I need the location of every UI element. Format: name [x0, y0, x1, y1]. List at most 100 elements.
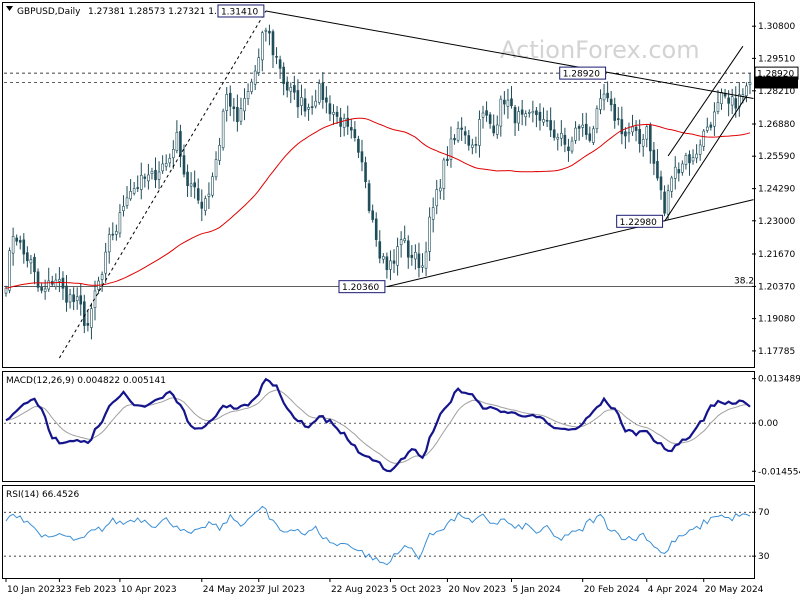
date-axis-tick-label: 10 Jan 2023: [7, 585, 61, 595]
candle-body: [414, 252, 417, 260]
macd-signal-line: [5, 389, 751, 464]
candle-body: [410, 254, 414, 258]
candle-body: [463, 131, 467, 136]
candle-body: [47, 280, 51, 290]
date-axis-tick-label: 5 Jan 2024: [512, 585, 560, 595]
candle-body: [431, 207, 435, 220]
candle-body: [478, 119, 481, 146]
candle-body: [232, 106, 236, 109]
macd-axis-tick-label: -0.014554: [758, 467, 800, 477]
candle-body: [663, 191, 666, 214]
extreme-label-box: [559, 66, 607, 80]
candle-body: [698, 144, 702, 155]
macd-axis-tick-label: 0.013489: [758, 375, 800, 385]
symbol-label: GBPUSD,Daily: [17, 7, 81, 17]
candle-body: [147, 174, 150, 182]
candle-body: [385, 256, 389, 271]
candle-body: [510, 98, 513, 107]
candle-body: [403, 238, 406, 242]
candle-body: [296, 90, 300, 108]
candle-body: [577, 126, 581, 129]
price-axis-tick-label: 1.24290: [758, 185, 795, 195]
trendline: [667, 45, 744, 157]
candle-body: [549, 120, 552, 131]
candle-body: [627, 132, 631, 135]
candle-body: [143, 176, 147, 179]
candle-body: [118, 212, 122, 234]
candle-body: [424, 251, 428, 269]
candle-body: [257, 57, 261, 73]
rsi-line: [5, 505, 751, 566]
candle-body: [200, 201, 204, 209]
watermark-text: ActionForex.com: [500, 36, 700, 64]
candle-body: [681, 163, 684, 173]
candle-body: [65, 285, 68, 303]
candle-body: [688, 154, 691, 164]
candle-body: [666, 190, 670, 215]
candle-body: [26, 252, 29, 262]
candle-body: [442, 159, 446, 189]
candle-body: [36, 271, 40, 288]
candle-body: [421, 265, 424, 268]
candle-body: [506, 99, 510, 107]
trendline: [265, 10, 754, 100]
date-axis-tick-label: 5 Oct 2023: [391, 585, 441, 595]
price-header: GBPUSD,Daily 1.27381 1.28573 1.27321 1.2…: [6, 6, 245, 17]
extreme-label-box: [616, 214, 664, 228]
candle-body: [211, 176, 214, 196]
fib-level-label: 38.2: [734, 277, 754, 287]
candle-body: [606, 92, 609, 99]
candle-body: [40, 286, 43, 291]
macd-layer: MACD(12,26,9) 0.004822 0.005141 0.013489…: [4, 375, 800, 477]
macd-title: MACD(12,26,9) 0.004822 0.005141: [6, 376, 166, 386]
candle-body: [399, 239, 403, 246]
candle-body: [186, 171, 189, 187]
candle-body: [289, 86, 293, 92]
candle-body: [321, 82, 325, 100]
candle-body: [204, 198, 207, 211]
candle-body: [332, 111, 335, 115]
date-axis-tick-label: 22 Aug 2023: [331, 585, 389, 595]
candle-body: [734, 98, 738, 109]
candle-body: [239, 108, 243, 122]
candle-body: [335, 111, 339, 117]
candle-body: [634, 126, 638, 131]
candle-body: [567, 146, 570, 151]
price-axis: 1.30800 1.29510 1.28210 1.26880 1.25590 1.242…: [752, 22, 799, 357]
price-axis-tick-label: 1.21670: [758, 250, 795, 260]
candle-body: [592, 128, 595, 143]
candle-body: [595, 108, 599, 130]
candle-body: [246, 91, 250, 100]
candle-body: [346, 117, 350, 127]
candle-body: [221, 110, 225, 148]
candle-body: [214, 159, 218, 178]
price-axis-tick-label: 1.29510: [758, 54, 795, 64]
price-axis-tick-label: 1.23000: [758, 217, 795, 227]
candle-body: [83, 301, 86, 326]
price-axis-tick-label: 1.28210: [758, 87, 795, 97]
trendlines-layer: [58, 10, 754, 359]
candle-body: [250, 81, 253, 92]
candle-body: [310, 106, 314, 108]
price-axis-tick-label: 1.25590: [758, 152, 795, 162]
candle-body: [492, 125, 495, 134]
candle-body: [417, 253, 421, 268]
candle-body: [588, 133, 592, 141]
current-price-tag: [755, 76, 798, 89]
candle-body: [154, 169, 157, 181]
candle-body: [189, 183, 193, 187]
candle-body: [624, 131, 627, 137]
candle-body: [261, 32, 264, 61]
candle-body: [54, 279, 58, 288]
candle-body: [325, 97, 328, 103]
trendline: [386, 199, 754, 288]
candle-body: [656, 161, 659, 179]
price-panel-frame: [2, 2, 755, 368]
candle-body: [499, 98, 503, 127]
level-price-label: 1.28920: [757, 70, 794, 80]
candle-body: [374, 218, 378, 240]
date-axis-tick-label: 23 Feb 2023: [60, 585, 116, 595]
candle-body: [709, 124, 713, 128]
candle-body: [243, 98, 246, 112]
candle-body: [552, 129, 556, 138]
